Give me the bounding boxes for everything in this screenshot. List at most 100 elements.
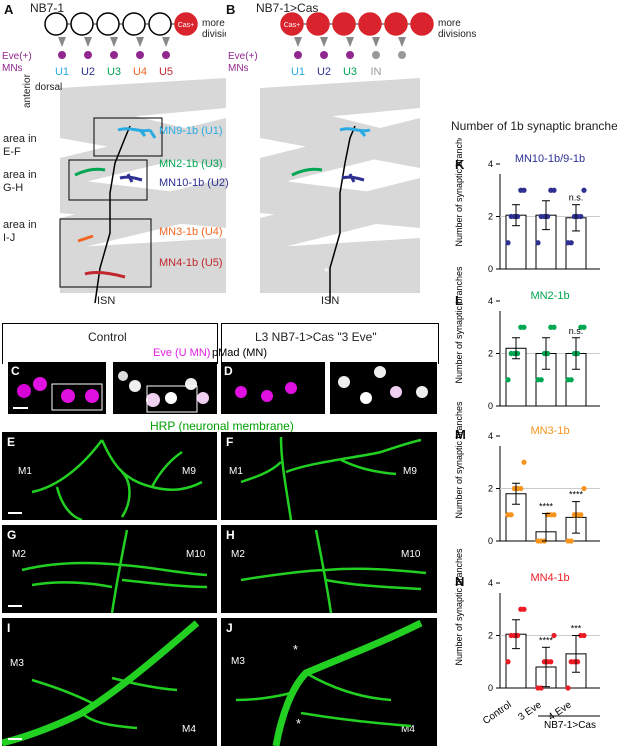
- mn10-label: MN10-1b (U2): [159, 177, 229, 189]
- mn10-branch: [119, 173, 143, 183]
- panel-label-k: K: [455, 157, 465, 172]
- y-tick-label: 4: [488, 431, 493, 441]
- chart-title: MN2-1b: [530, 290, 569, 302]
- lineage-b-title: NB7-1>Cas: [256, 1, 319, 15]
- lineage-nb-cell: [96, 12, 120, 36]
- anterior-label: anterior: [22, 74, 33, 108]
- data-point: [535, 240, 541, 246]
- chart-3: MN4-1b 0 2 4 Number of synaptic branches Cont…: [454, 548, 600, 731]
- lineage-arrow: [162, 37, 170, 47]
- chart-title: MN3-1b: [530, 425, 569, 437]
- x-tick-label: 3 Eve: [516, 699, 544, 723]
- mutant-label: L3 NB7-1>Cas "3 Eve": [255, 330, 377, 344]
- area-ef-label: area in E-F: [3, 133, 37, 158]
- unit-label: U3: [107, 66, 121, 78]
- lineage-arrow: [346, 37, 354, 47]
- significance-label: ***: [571, 624, 582, 634]
- chart-title: MN4-1b: [530, 572, 569, 584]
- lineage-arrow: [136, 37, 144, 47]
- significance-label: ****: [539, 635, 554, 645]
- lineage-a-title: NB7-1: [30, 1, 65, 15]
- mn3-branch: [77, 234, 94, 243]
- chart-2: MN3-1b 0 2 4 Number of synaptic branches ****…: [454, 401, 600, 546]
- cas-label: Cas+: [284, 22, 301, 29]
- eve-stain-label: Eve (U MN): [153, 347, 211, 359]
- chart-title: MN10-1b/9-1b: [515, 153, 585, 165]
- data-point: [505, 240, 511, 246]
- unit-label: U4: [133, 66, 147, 78]
- lineage-arrow: [372, 37, 380, 47]
- data-point: [521, 459, 527, 465]
- eve-label: Eve(+): [2, 51, 32, 62]
- mn-dot: [398, 51, 406, 59]
- unit-label: U3: [343, 66, 357, 78]
- nmj-schematic-a: [59, 78, 226, 304]
- y-axis-label: Number of synaptic branches: [454, 138, 464, 247]
- pmad-stain-label: pMad (MN): [212, 347, 268, 359]
- eve-label: Eve(+): [228, 51, 258, 62]
- mn-dot: [162, 51, 170, 59]
- y-tick-label: 4: [488, 296, 493, 306]
- panel-label-m: M: [455, 427, 466, 442]
- data-point: [538, 685, 544, 691]
- data-point: [521, 606, 527, 612]
- hrp-label: HRP (neuronal membrane): [150, 419, 294, 433]
- mn3-label: MN3-1b (U4): [159, 226, 223, 238]
- mn-dot: [320, 51, 328, 59]
- data-point: [551, 324, 557, 330]
- y-tick-label: 2: [488, 631, 493, 641]
- area-ij-label: area in I-J: [3, 219, 37, 244]
- data-point: [581, 632, 587, 639]
- divisions-label: divisions: [438, 29, 476, 40]
- y-tick-label: 0: [488, 683, 493, 693]
- lineage-nb-cell: [280, 12, 304, 36]
- branch-count-charts: MN10-1b/9-1b 0 2 4 Number of synaptic branch…: [454, 138, 600, 731]
- lineage-nb-cell: [410, 12, 434, 36]
- mn2-branch-b: [291, 167, 323, 177]
- x-tick-label: Control: [481, 699, 514, 727]
- panel-h-image: H M2 M10: [221, 525, 437, 613]
- lineage-nb-cell: [148, 12, 172, 36]
- data-point: [551, 632, 557, 639]
- mn2-branch: [74, 167, 106, 177]
- dorsal-label: dorsal: [35, 82, 63, 93]
- isn-label-a: ISN: [97, 295, 116, 307]
- mn-dot: [136, 51, 144, 59]
- data-point: [548, 659, 554, 665]
- lineage-arrow: [294, 37, 302, 47]
- panel-d-eve: D: [221, 362, 325, 414]
- lineage-nb-cell: [306, 12, 330, 36]
- asterisk-lower: *: [296, 716, 302, 731]
- nmj-schematic-b: *: [260, 78, 420, 303]
- asterisk-upper: *: [293, 642, 299, 657]
- mn2-label: MN2-1b (U3): [159, 158, 223, 170]
- significance-label: n.s.: [569, 193, 584, 203]
- lineage-nb-cell: [332, 12, 356, 36]
- data-point: [578, 512, 584, 518]
- data-point: [521, 187, 527, 193]
- unit-label: U5: [159, 66, 173, 78]
- mn4-label: MN4-1b (U5): [159, 257, 223, 269]
- significance-label: n.s.: [569, 326, 584, 336]
- y-tick-label: 0: [488, 536, 493, 546]
- mns-label: MNs: [2, 63, 23, 74]
- y-tick-label: 2: [488, 349, 493, 359]
- y-tick-label: 4: [488, 159, 493, 169]
- missing-mn4-asterisk: *: [324, 265, 329, 279]
- isn-label-b: ISN: [321, 295, 340, 307]
- panel-j-image: J M3 M4 * *: [221, 618, 437, 746]
- y-axis-label: Number of synaptic branches: [454, 266, 464, 384]
- lineage-arrow: [398, 37, 406, 47]
- mn-dot: [58, 51, 66, 59]
- lineage-arrow: [320, 37, 328, 47]
- lineage-nb-cell: [122, 12, 146, 36]
- mn9-branch: [117, 127, 157, 139]
- more-label: more: [438, 18, 461, 29]
- unit-label: U1: [291, 66, 305, 78]
- mn9-branch-b: [339, 127, 371, 137]
- data-point: [565, 685, 571, 691]
- data-point: [551, 512, 557, 518]
- y-tick-label: 2: [488, 484, 493, 494]
- lineage-arrow: [84, 37, 92, 47]
